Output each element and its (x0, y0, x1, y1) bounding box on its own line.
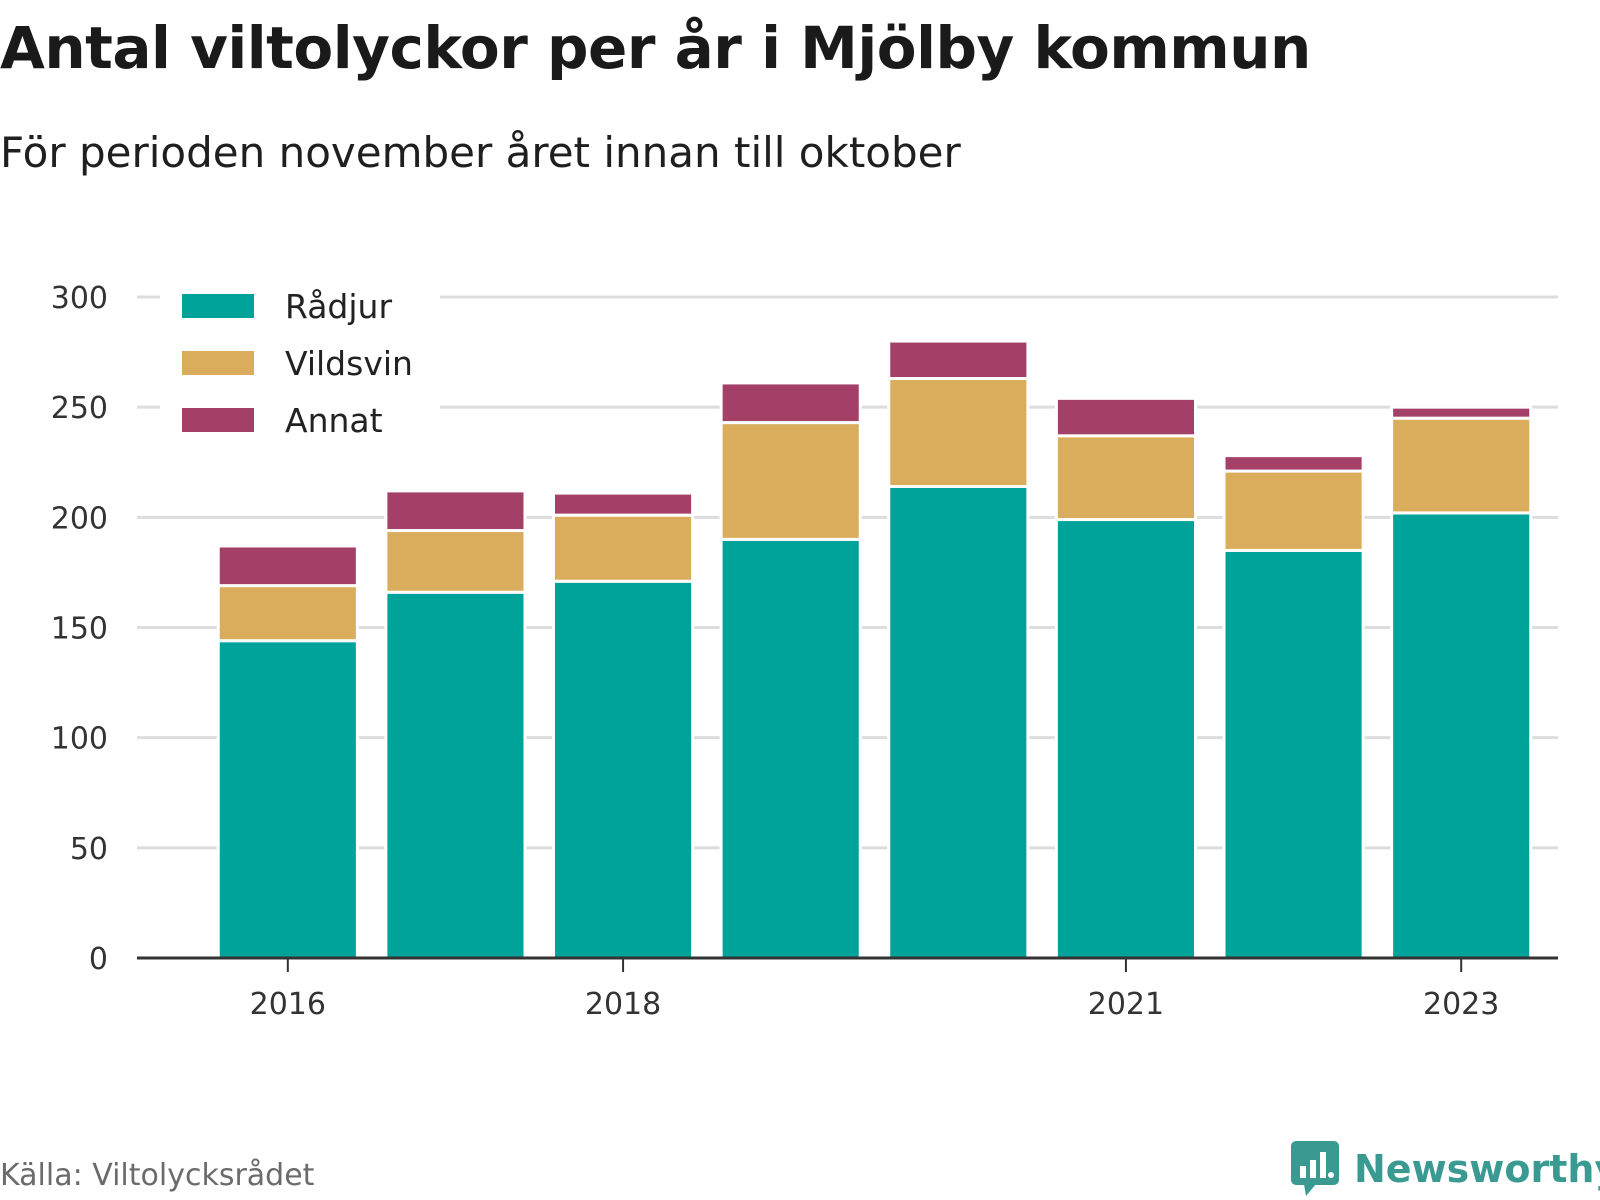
bar-segment-annat-2018 (551, 491, 695, 517)
bar-segment-radjur-2017 (384, 590, 527, 960)
bar-segment-vildsvin-2017 (384, 529, 527, 594)
brand-name: Newsworthy (1354, 1147, 1600, 1191)
bar-segment-vildsvin-2019 (719, 421, 862, 541)
bar-segment-vildsvin-2020 (887, 377, 1030, 488)
legend-swatch (182, 294, 254, 318)
x-tick-label: 2018 (585, 987, 661, 1022)
bar-segment-vildsvin-2018 (551, 513, 695, 583)
bar-segment-vildsvin-2016 (216, 584, 359, 643)
newsworthy-icon (1291, 1141, 1339, 1196)
x-tick-label: 2021 (1088, 987, 1164, 1022)
legend-swatch (182, 408, 254, 432)
bar-segment-annat-2020 (887, 339, 1030, 381)
stacked-bar-chart: 0 50 100 150 200 250 300 2016 2018 2021 2023 Rådj… (50, 270, 1558, 1022)
bar-segment-radjur-2018 (551, 579, 695, 960)
bar-segment-vildsvin-2022 (1222, 469, 1365, 552)
legend-label: Annat (285, 401, 383, 440)
y-tick-label: 50 (70, 832, 108, 867)
bar-segment-annat-2019 (719, 381, 862, 425)
y-tick-label: 0 (89, 942, 108, 977)
y-tick-label: 150 (51, 612, 108, 647)
bar-segment-radjur-2019 (719, 537, 862, 960)
chart-subtitle: För perioden november året innan till ok… (0, 128, 961, 177)
x-tick-label: 2023 (1423, 987, 1499, 1022)
y-axis-ticks: 0 50 100 150 200 250 300 (51, 281, 108, 977)
legend: Rådjur Vildsvin Annat (160, 270, 440, 448)
x-tick-label: 2016 (250, 987, 326, 1022)
bar-segment-radjur-2022 (1222, 548, 1365, 960)
x-axis: 2016 2018 2021 2023 (137, 956, 1558, 1022)
bar-segment-annat-2023 (1390, 405, 1533, 420)
y-tick-label: 250 (51, 391, 108, 426)
bar-segment-annat-2016 (216, 544, 359, 588)
bar-segment-radjur-2021 (1054, 518, 1198, 960)
legend-label: Rådjur (285, 287, 392, 326)
bar-segment-annat-2021 (1054, 396, 1198, 438)
chart-title: Antal viltolyckor per år i Mjölby kommun (0, 14, 1311, 82)
bar-segment-radjur-2023 (1390, 511, 1533, 960)
y-tick-label: 100 (51, 722, 108, 757)
bar-segment-radjur-2020 (887, 484, 1030, 960)
bar-segment-vildsvin-2023 (1390, 416, 1533, 515)
y-tick-label: 200 (51, 501, 108, 536)
legend-swatch (182, 351, 254, 375)
bar-segment-annat-2017 (384, 489, 527, 533)
bar-segment-vildsvin-2021 (1054, 434, 1198, 522)
brand-logo: Newsworthy (1290, 1140, 1600, 1198)
y-tick-label: 300 (51, 281, 108, 316)
bars (216, 339, 1533, 960)
bar-segment-radjur-2016 (216, 639, 359, 960)
legend-label: Vildsvin (285, 344, 413, 383)
source-note: Källa: Viltolycksrådet (0, 1158, 315, 1193)
bar-segment-annat-2022 (1222, 454, 1365, 473)
